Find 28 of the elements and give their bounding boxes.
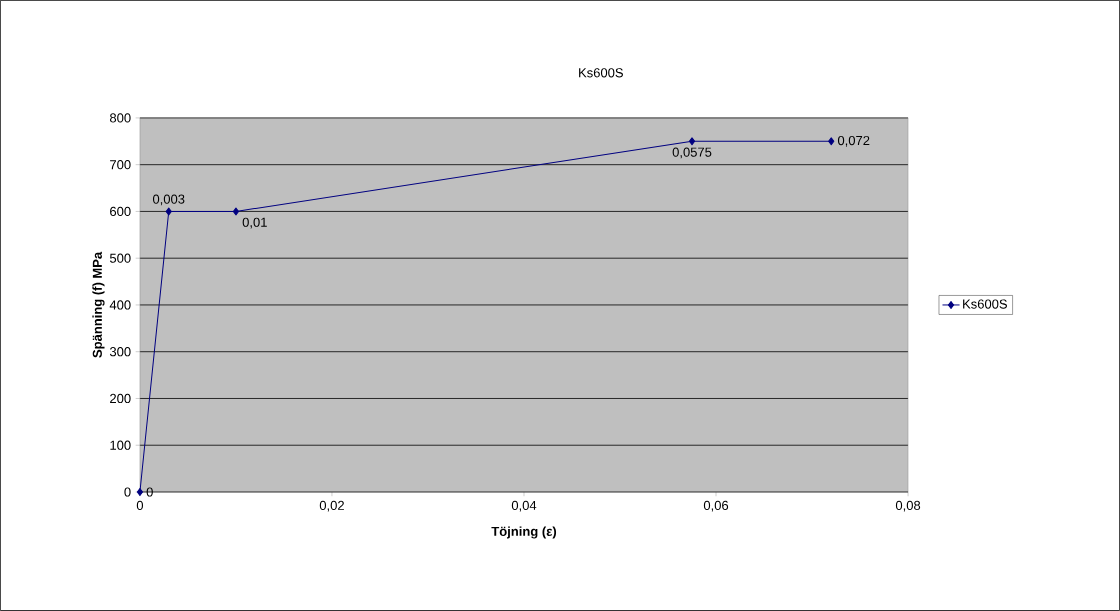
- y-tick-label: 700: [110, 160, 131, 170]
- point: [232, 207, 240, 216]
- annotation: 0,003: [152, 194, 185, 206]
- y-tick-label: 0: [124, 487, 131, 497]
- y-tick-label: 200: [110, 393, 131, 404]
- y-tick-label: 400: [109, 300, 131, 310]
- y-tick-label: 500: [109, 253, 131, 263]
- x-tick-label: 0,08: [895, 500, 921, 512]
- annotation: 0,0575: [672, 147, 712, 159]
- x-tick-label: 0,02: [319, 500, 344, 512]
- x-tick-label: 0: [136, 500, 144, 511]
- point: [165, 207, 172, 216]
- annotation: 0,01: [242, 217, 267, 229]
- legend-label: Ks600S: [963, 299, 1007, 309]
- annotation: 0,072: [837, 135, 870, 147]
- y-axis-title: Spänning (f) MPa: [92, 251, 105, 358]
- x-tick-label: 0,06: [703, 500, 729, 512]
- annotation: 0: [146, 487, 153, 497]
- y-tick-label: 300: [109, 347, 131, 357]
- y-tick-label: 600: [110, 206, 131, 217]
- y-tick-label: 100: [110, 440, 131, 450]
- point: [688, 137, 696, 146]
- x-axis-title: Töjning (ε): [491, 526, 557, 539]
- point: [828, 137, 835, 146]
- point: [136, 488, 144, 497]
- x-tick-label: 0,04: [511, 500, 537, 512]
- chart-title: Ks600S: [579, 68, 623, 78]
- y-tick-label: 800: [109, 113, 131, 123]
